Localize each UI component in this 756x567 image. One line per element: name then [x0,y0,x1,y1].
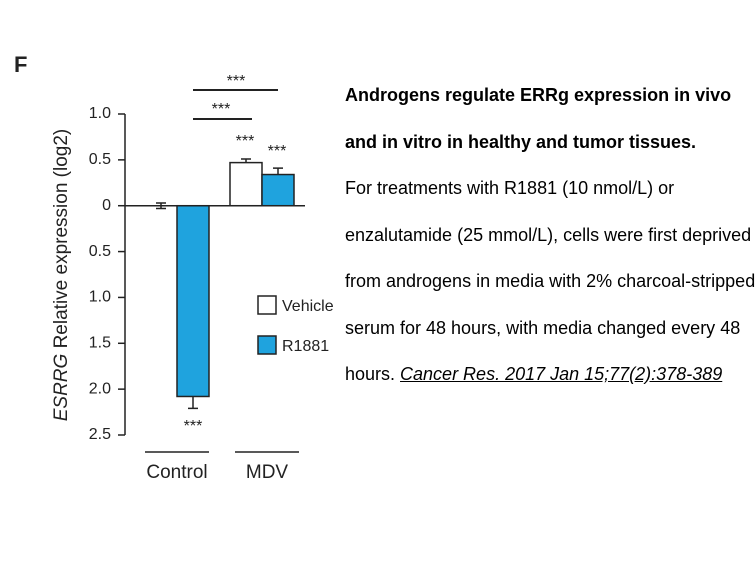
caption: Androgens regulate ERRg expression in vi… [345,72,756,398]
y-label-text: Relative expression (log2) [51,129,72,354]
y-tick-label: 1.0 [89,289,111,306]
legend-label: R1881 [282,338,329,355]
legend-swatch [257,335,277,355]
legend-swatch [257,295,277,315]
x-tick-label: Control [146,462,207,483]
x-tick-label: MDV [246,462,289,483]
error-bar [188,396,198,410]
y-tick-label: 2.0 [89,380,111,397]
y-tick-label: 1.5 [89,335,111,352]
y-tick-label: 0.5 [89,243,111,260]
error-bar [273,167,283,175]
y-tick-label: 1.0 [89,105,111,122]
error-bar [156,202,166,210]
y-tick-label: 0.5 [89,151,111,168]
y-tick-label: 2.5 [89,426,111,443]
bar [176,204,210,398]
y-tick-label: 0 [102,197,111,214]
significance: *** [212,101,231,118]
bar [261,173,295,207]
significance: *** [227,73,246,90]
significance: *** [268,143,287,160]
significance: *** [236,133,255,150]
significance: *** [184,418,203,435]
caption-body: For treatments with R1881 (10 nmol/L) or… [345,178,756,384]
caption-title: Androgens regulate ERRg expression in vi… [345,85,732,152]
bar [229,161,263,207]
panel-label: F [14,52,27,77]
legend-label: Vehicle [282,298,334,315]
chart: F ESRRG Relative expression (log2) 1.0 0.… [14,52,334,483]
citation-link[interactable]: Cancer Res. 2017 Jan 15;77(2):378-389 [400,364,723,384]
y-label-gene: ESRRG [51,354,72,422]
y-axis-label: ESRRG Relative expression (log2) [51,129,72,422]
error-bar [241,158,251,163]
